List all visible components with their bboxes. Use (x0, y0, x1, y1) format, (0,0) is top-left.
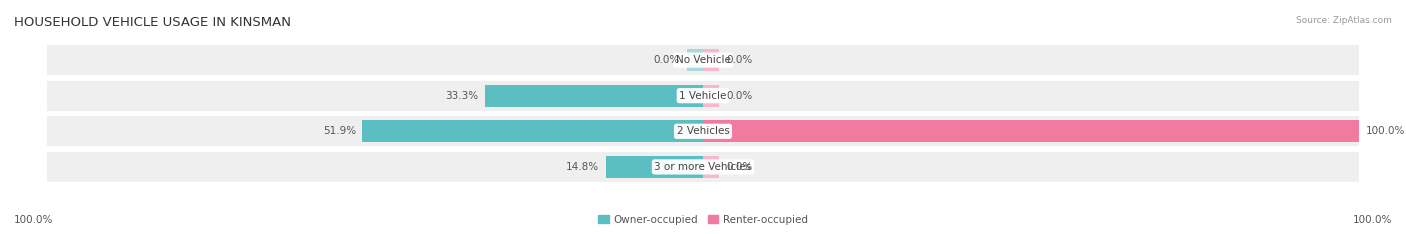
Legend: Owner-occupied, Renter-occupied: Owner-occupied, Renter-occupied (595, 210, 811, 229)
Bar (703, 45, 1360, 75)
Text: 0.0%: 0.0% (725, 55, 752, 65)
Text: 100.0%: 100.0% (1353, 215, 1392, 225)
Text: 33.3%: 33.3% (444, 91, 478, 101)
Text: 1 Vehicle: 1 Vehicle (679, 91, 727, 101)
Bar (46, 116, 703, 146)
Bar (485, 85, 703, 107)
Bar (46, 152, 703, 182)
Bar (46, 45, 703, 75)
Text: 14.8%: 14.8% (567, 162, 599, 172)
Bar (703, 156, 720, 178)
Bar (363, 120, 703, 142)
Bar (606, 156, 703, 178)
Text: 2 Vehicles: 2 Vehicles (676, 126, 730, 136)
Bar (703, 120, 1360, 142)
Text: 3 or more Vehicles: 3 or more Vehicles (654, 162, 752, 172)
Bar (703, 49, 720, 71)
Text: 51.9%: 51.9% (323, 126, 356, 136)
Bar (703, 152, 1360, 182)
Bar (46, 81, 703, 111)
Text: No Vehicle: No Vehicle (675, 55, 731, 65)
Text: 0.0%: 0.0% (725, 91, 752, 101)
Bar (703, 81, 1360, 111)
Text: 0.0%: 0.0% (725, 162, 752, 172)
Text: HOUSEHOLD VEHICLE USAGE IN KINSMAN: HOUSEHOLD VEHICLE USAGE IN KINSMAN (14, 16, 291, 29)
Text: 100.0%: 100.0% (1365, 126, 1405, 136)
Text: 0.0%: 0.0% (654, 55, 681, 65)
Bar (703, 85, 720, 107)
Bar (703, 116, 1360, 146)
Text: Source: ZipAtlas.com: Source: ZipAtlas.com (1296, 16, 1392, 25)
Bar (686, 49, 703, 71)
Text: 100.0%: 100.0% (14, 215, 53, 225)
